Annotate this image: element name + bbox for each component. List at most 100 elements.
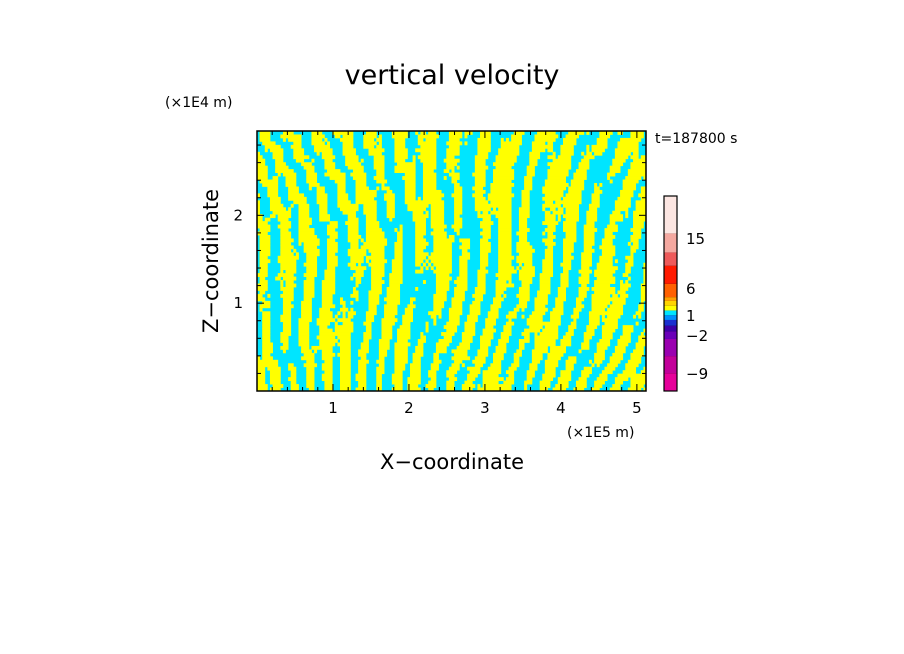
field-cell-positive [363, 321, 372, 326]
field-cell-positive [557, 217, 561, 222]
field-cell-positive [347, 252, 367, 257]
field-cell-positive [339, 370, 351, 375]
field-cell-positive [594, 183, 598, 187]
field-cell-positive [324, 273, 336, 277]
colorbar-frame [663, 195, 678, 392]
field-cell-positive [376, 387, 382, 391]
field-cell-positive [269, 370, 281, 375]
field-cell-positive [454, 293, 465, 298]
field-cell-positive [355, 283, 359, 288]
field-cell-positive [443, 325, 458, 329]
field-cell-positive [262, 349, 273, 354]
field-cell-positive [630, 228, 642, 232]
field-cell-positive [565, 217, 579, 222]
field-cell-positive [454, 287, 468, 291]
field-cell-positive [570, 321, 577, 326]
field-cell-positive [529, 363, 538, 368]
field-cell-positive [459, 245, 471, 250]
field-cell-positive [526, 377, 533, 381]
field-cell-positive [459, 255, 471, 260]
field-cell-positive [601, 314, 605, 319]
field-cell-positive [544, 370, 556, 375]
field-cell-positive [295, 158, 305, 163]
field-cell-positive [311, 158, 315, 163]
field-cell-positive [596, 345, 608, 350]
field-cell-positive [563, 252, 572, 257]
field-cell-positive [394, 359, 408, 364]
field-cell-positive [272, 176, 279, 180]
field-cell-positive [402, 314, 413, 319]
field-cell-positive [638, 335, 646, 340]
field-cell-positive [303, 363, 318, 368]
field-cell-positive [555, 304, 564, 309]
field-cell-positive [298, 241, 302, 246]
field-cell-positive [381, 318, 398, 323]
field-cell-positive [542, 207, 546, 212]
field-cell-positive [563, 255, 574, 260]
field-cell-positive [365, 235, 385, 239]
field-cell-positive [321, 300, 333, 305]
field-cell-positive [257, 380, 266, 385]
field-cell-positive [474, 363, 484, 368]
colorbar-label: 6 [686, 280, 696, 298]
field-cell-positive [339, 359, 351, 364]
field-cell-positive [368, 151, 382, 156]
field-cell-positive [560, 342, 572, 347]
field-cell-positive [378, 342, 390, 347]
field-cell-positive [355, 186, 369, 191]
field-cell-positive [573, 307, 582, 312]
field-cell-positive [591, 148, 605, 153]
field-cell-positive [627, 169, 646, 173]
field-cell-positive [448, 314, 460, 319]
field-cell-positive [607, 307, 624, 312]
field-cell-positive [614, 207, 629, 212]
field-cell-positive [633, 314, 637, 319]
field-cell-positive [327, 262, 338, 267]
field-cell-positive [306, 255, 318, 260]
field-cell-positive [277, 172, 281, 177]
field-cell-positive [433, 297, 447, 302]
field-cell-positive [495, 165, 512, 170]
field-cell-positive [412, 158, 416, 163]
field-cell-positive [552, 210, 564, 215]
field-cell-positive [430, 203, 445, 208]
field-cell-positive [378, 356, 385, 361]
field-cell-positive [389, 217, 393, 222]
field-cell-positive [257, 363, 279, 368]
field-cell-positive [474, 176, 486, 180]
field-cell-positive [524, 262, 533, 267]
field-cell-positive [282, 297, 294, 302]
field-cell-positive [397, 328, 411, 333]
field-cell-positive [591, 144, 608, 149]
field-cell-positive [537, 290, 551, 295]
field-cell-positive [262, 345, 273, 350]
field-cell-positive [521, 307, 525, 312]
field-cell-positive [446, 141, 463, 146]
field-cell-positive [378, 141, 382, 146]
field-cell-positive [282, 276, 297, 281]
field-cell-positive [596, 349, 605, 354]
field-cell-positive [518, 252, 533, 257]
field-cell-positive [555, 300, 564, 305]
field-cell-positive [428, 380, 437, 385]
field-cell-positive [459, 262, 468, 267]
field-cell-positive [461, 384, 476, 388]
field-cell-positive [620, 293, 629, 298]
field-cell-positive [638, 339, 646, 343]
field-cell-positive [321, 356, 333, 361]
field-cell-positive [469, 311, 481, 316]
field-cell-positive [601, 252, 616, 257]
field-cell-positive [581, 345, 590, 350]
field-cell-positive [319, 314, 333, 319]
field-cell-positive [480, 342, 491, 347]
field-cell-positive [435, 273, 450, 277]
field-cell-positive [604, 228, 618, 232]
field-cell-positive [339, 297, 343, 302]
field-cell-positive [508, 366, 517, 371]
field-cell-positive [529, 155, 541, 160]
field-cell-positive [578, 280, 590, 284]
field-cell-positive [604, 321, 618, 326]
field-cell-positive [280, 245, 294, 250]
field-cell-positive [376, 370, 385, 375]
field-cell-positive [358, 370, 367, 375]
